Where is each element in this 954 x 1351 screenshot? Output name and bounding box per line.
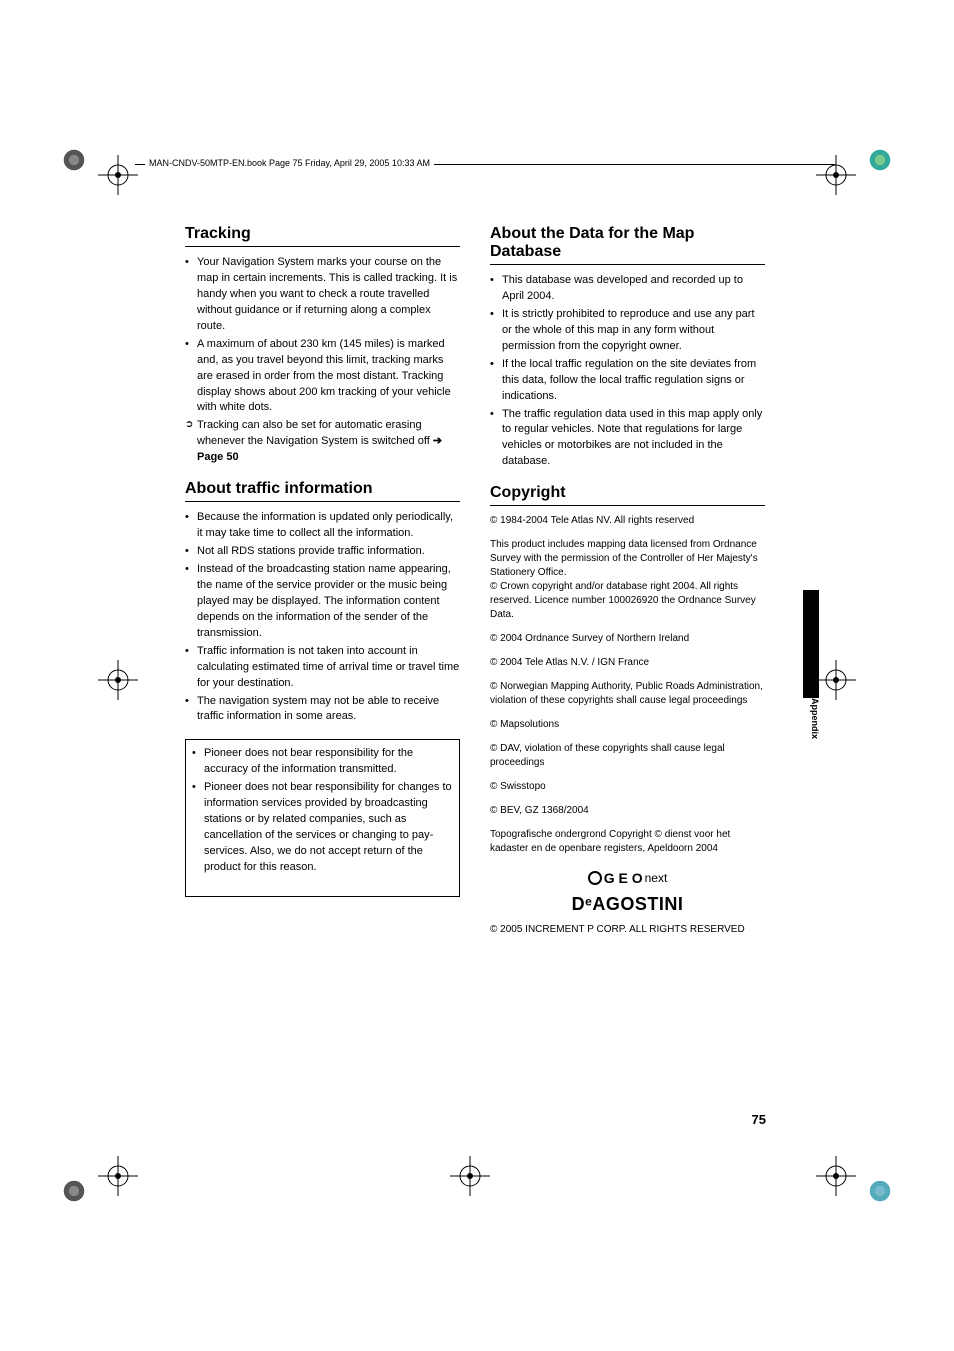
section-tab (803, 590, 819, 698)
copyright-text: Topografische ondergrond Copyright © die… (490, 828, 765, 856)
registration-mark (816, 155, 856, 195)
globe-icon (588, 871, 602, 885)
disclaimer-box: Pioneer does not bear responsibility for… (185, 739, 460, 897)
corner-mark (62, 148, 86, 172)
list-item: If the local traffic regulation on the s… (490, 357, 765, 405)
registration-mark (816, 660, 856, 700)
registration-mark (98, 155, 138, 195)
heading-traffic-info: About traffic information (185, 480, 460, 502)
list-item: The traffic regulation data used in this… (490, 407, 765, 471)
list-item: A maximum of about 230 km (145 miles) is… (185, 337, 460, 417)
registration-mark (98, 660, 138, 700)
list-item: Because the information is updated only … (185, 510, 460, 542)
list-item: Instead of the broadcasting station name… (185, 562, 460, 642)
logo-text: G E O (604, 870, 643, 886)
geonext-logo: G E O next (588, 870, 668, 886)
copyright-text: © Norwegian Mapping Authority, Public Ro… (490, 680, 765, 708)
list-item: The navigation system may not be able to… (185, 694, 460, 726)
list-item: Pioneer does not bear responsibility for… (192, 746, 453, 778)
mapdb-list: This database was developed and recorded… (490, 273, 765, 470)
tracking-list: Your Navigation System marks your course… (185, 255, 460, 466)
registration-mark (816, 1156, 856, 1196)
corner-mark (62, 1179, 86, 1203)
running-header: MAN-CNDV-50MTP-EN.book Page 75 Friday, A… (145, 158, 434, 168)
list-item: Not all RDS stations provide traffic inf… (185, 544, 460, 560)
copyright-text: © 2004 Tele Atlas N.V. / IGN France (490, 656, 765, 670)
corner-mark (868, 148, 892, 172)
heading-tracking: Tracking (185, 225, 460, 247)
copyright-text: © DAV, violation of these copyrights sha… (490, 742, 765, 770)
heading-map-database: About the Data for the Map Database (490, 225, 765, 265)
list-item: This database was developed and recorded… (490, 273, 765, 305)
list-item-note: Tracking can also be set for automatic e… (185, 418, 460, 466)
list-item: Your Navigation System marks your course… (185, 255, 460, 335)
copyright-text: © Swisstopo (490, 780, 765, 794)
deagostini-logo: DᵉAGOSTINI (490, 894, 765, 915)
list-item: Traffic information is not taken into ac… (185, 644, 460, 692)
logo-block: G E O next DᵉAGOSTINI (490, 870, 765, 915)
note-text: Tracking can also be set for automatic e… (197, 419, 433, 447)
registration-mark (450, 1156, 490, 1196)
copyright-text: This product includes mapping data licen… (490, 538, 765, 622)
corner-mark (868, 1179, 892, 1203)
heading-copyright: Copyright (490, 484, 765, 506)
page-content: Tracking Your Navigation System marks yo… (185, 225, 765, 947)
section-tab-label: Appendix (810, 698, 820, 739)
list-item: It is strictly prohibited to reproduce a… (490, 307, 765, 355)
list-item: Pioneer does not bear responsibility for… (192, 780, 453, 876)
page-number: 75 (752, 1112, 766, 1127)
copyright-text: © Mapsolutions (490, 718, 765, 732)
copyright-text: © 1984-2004 Tele Atlas NV. All rights re… (490, 514, 765, 528)
right-column: About the Data for the Map Database This… (490, 225, 765, 947)
traffic-list: Because the information is updated only … (185, 510, 460, 725)
left-column: Tracking Your Navigation System marks yo… (185, 225, 460, 947)
registration-mark (98, 1156, 138, 1196)
copyright-text: © 2004 Ordnance Survey of Northern Irela… (490, 632, 765, 646)
logo-text: next (645, 871, 668, 885)
copyright-text: © BEV, GZ 1368/2004 (490, 804, 765, 818)
copyright-final: © 2005 INCREMENT P CORP. ALL RIGHTS RESE… (490, 923, 765, 937)
